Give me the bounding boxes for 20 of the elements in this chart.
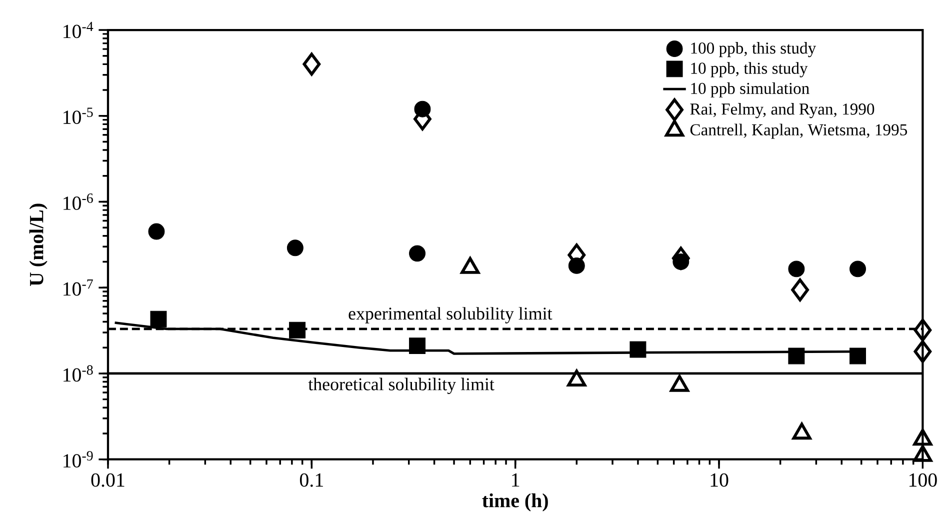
x-tick-label: 0.1: [300, 473, 323, 487]
y-tick-label: 10$^{-9}$: [64, 451, 93, 468]
y-tick-label: 10$^{-7}$: [64, 279, 93, 296]
x-tick-label: 0.01: [91, 473, 124, 487]
x-tick-label: 1: [512, 473, 520, 486]
x-axis-title: time (h): [482, 493, 548, 512]
y-tick-label: 10$^{-4}$: [64, 22, 94, 38]
x-tick-label: 10: [710, 473, 728, 487]
y-tick-label: 10$^{-8}$: [64, 365, 93, 382]
legend-label: 10 ppb simulation: [691, 82, 810, 98]
y-tick-label: 10$^{-5}$: [64, 108, 93, 124]
legend-label: 100 ppb, this study: [691, 42, 816, 58]
legend-label: Rai, Felmy, and Ryan, 1990: [690, 103, 874, 118]
x-tick-label: 100: [909, 473, 937, 487]
legend-label: Cantrell, Kaplan, Wietsma, 1995: [690, 124, 907, 139]
y-axis-title: U (mol/L): [29, 204, 48, 286]
y-tick-label: 10$^{-6}$: [64, 194, 93, 210]
legend-label: 10 ppb, this study: [691, 62, 808, 78]
ref-line-label: theoretical solubility limit: [308, 378, 494, 394]
ref-line-label: experimental solubility limit: [348, 307, 552, 324]
